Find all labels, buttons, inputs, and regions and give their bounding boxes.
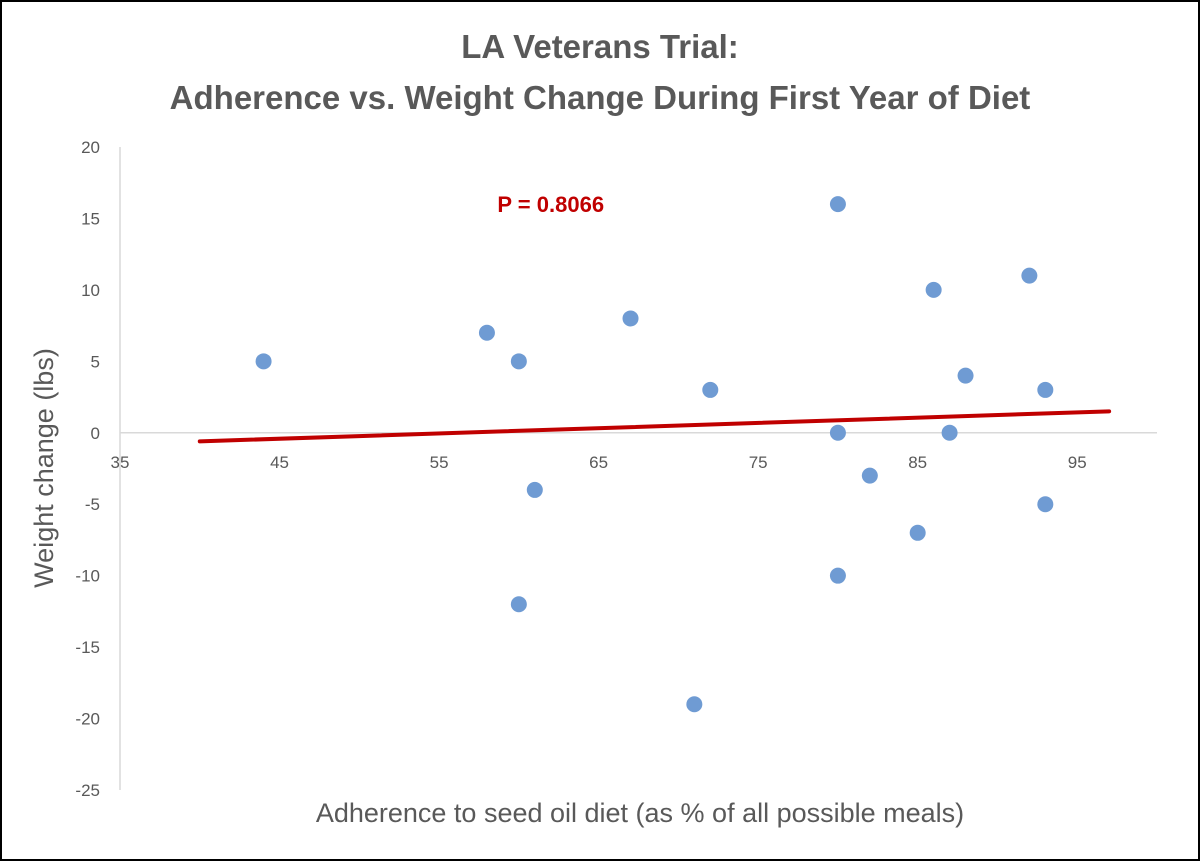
y-tick-label: 20 bbox=[81, 138, 100, 157]
data-point bbox=[702, 381, 719, 398]
x-tick-label: 55 bbox=[430, 453, 449, 472]
data-point bbox=[526, 481, 543, 498]
data-point bbox=[1037, 496, 1054, 513]
data-point bbox=[622, 310, 639, 327]
data-point bbox=[255, 353, 272, 370]
data-point bbox=[829, 196, 846, 213]
y-tick-label: -5 bbox=[85, 495, 100, 514]
y-tick-label: 15 bbox=[81, 209, 100, 228]
data-point bbox=[1037, 381, 1054, 398]
y-tick-label: -10 bbox=[75, 567, 100, 586]
x-axis-label: Adherence to seed oil diet (as % of all … bbox=[316, 798, 964, 828]
x-tick-label: 45 bbox=[270, 453, 289, 472]
data-points bbox=[255, 196, 1054, 713]
y-tick-labels: 20 15 10 5 0 -5 -10 -15 -20 -25 bbox=[75, 138, 100, 800]
y-tick-label: 0 bbox=[91, 424, 100, 443]
p-value-annotation: P = 0.8066 bbox=[497, 192, 604, 217]
x-tick-label: 85 bbox=[908, 453, 927, 472]
chart-title-line-1: LA Veterans Trial: bbox=[461, 28, 739, 65]
chart-title-line-2: Adherence vs. Weight Change During First… bbox=[170, 79, 1031, 116]
y-tick-label: 5 bbox=[91, 352, 100, 371]
y-tick-label: -20 bbox=[75, 710, 100, 729]
y-tick-label: 10 bbox=[81, 281, 100, 300]
y-tick-label: -25 bbox=[75, 781, 100, 800]
x-tick-label: 65 bbox=[589, 453, 608, 472]
data-point bbox=[925, 281, 942, 298]
trendline bbox=[197, 409, 1112, 444]
data-point bbox=[829, 567, 846, 584]
y-tick-label: -15 bbox=[75, 638, 100, 657]
y-axis-label: Weight change (lbs) bbox=[29, 348, 59, 588]
data-point bbox=[941, 424, 958, 441]
data-point bbox=[686, 696, 703, 713]
data-point bbox=[957, 367, 974, 384]
data-point bbox=[478, 324, 495, 341]
data-point bbox=[510, 353, 527, 370]
x-tick-label: 75 bbox=[749, 453, 768, 472]
x-tick-label: 95 bbox=[1068, 453, 1087, 472]
data-point bbox=[829, 424, 846, 441]
x-tick-labels: 35 45 55 65 75 85 95 bbox=[111, 453, 1087, 472]
data-point bbox=[909, 524, 926, 541]
data-point bbox=[510, 596, 527, 613]
data-point bbox=[1021, 267, 1038, 284]
data-point bbox=[861, 467, 878, 484]
